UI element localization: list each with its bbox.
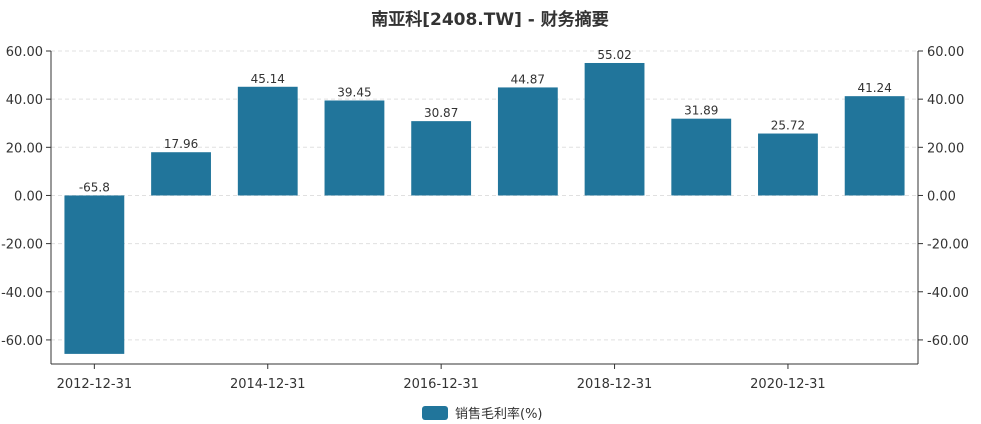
bar-value-label: 31.89 xyxy=(684,104,718,118)
bar-value-label: 17.96 xyxy=(164,137,198,151)
bar[interactable] xyxy=(497,87,558,196)
x-tick-label: 2016-12-31 xyxy=(403,377,479,392)
y-tick-label-right: 40.00 xyxy=(927,93,964,108)
y-tick-label-right: 60.00 xyxy=(927,45,964,60)
y-tick-label-right: 20.00 xyxy=(927,141,964,156)
legend-swatch[interactable] xyxy=(422,406,448,420)
y-tick-label-right: -20.00 xyxy=(927,238,969,253)
chart-title: 南亚科[2408.TW] - 财务摘要 xyxy=(371,9,609,30)
y-tick-label-left: 0.00 xyxy=(14,189,43,204)
bar-value-label: 44.87 xyxy=(511,72,545,86)
bar[interactable] xyxy=(844,96,905,196)
bars-layer: -65.8 17.96 45.14 39.45 30.87 44.87 55.02 31.89… xyxy=(64,48,905,354)
y-tick-label-right: 0.00 xyxy=(927,189,956,204)
bar-value-label: 30.87 xyxy=(424,106,458,120)
axis-layer: 60.00 60.00 40.00 40.00 20.00 20.00 0.00 0.00 -2… xyxy=(1,45,969,392)
x-tick-label: 2012-12-31 xyxy=(57,377,133,392)
bar[interactable] xyxy=(671,118,732,196)
x-tick-label: 2020-12-31 xyxy=(750,377,826,392)
bar[interactable] xyxy=(64,195,125,354)
bar[interactable] xyxy=(324,100,385,196)
bar[interactable] xyxy=(758,133,818,196)
legend[interactable]: 销售毛利率(%) xyxy=(422,406,543,422)
legend-label[interactable]: 销售毛利率(%) xyxy=(455,406,543,422)
x-tick-label: 2014-12-31 xyxy=(230,377,306,392)
y-tick-label-left: -60.00 xyxy=(1,334,43,349)
bar-value-label: 39.45 xyxy=(337,85,371,99)
bar[interactable] xyxy=(151,152,211,196)
bar-value-label: -65.8 xyxy=(79,180,110,194)
y-tick-label-left: 60.00 xyxy=(6,45,43,60)
bar-value-label: 45.14 xyxy=(251,72,285,86)
y-tick-label-right: -60.00 xyxy=(927,334,969,349)
bar[interactable] xyxy=(237,86,298,196)
x-tick-label: 2018-12-31 xyxy=(577,377,653,392)
y-tick-label-left: 20.00 xyxy=(6,141,43,156)
y-tick-label-left: 40.00 xyxy=(6,93,43,108)
y-tick-label-left: -40.00 xyxy=(1,286,43,301)
y-tick-label-right: -40.00 xyxy=(927,286,969,301)
bar-value-label: 55.02 xyxy=(597,48,631,62)
bar[interactable] xyxy=(411,121,472,196)
bar-value-label: 41.24 xyxy=(857,81,891,95)
y-tick-label-left: -20.00 xyxy=(1,238,43,253)
bar[interactable] xyxy=(584,62,645,196)
bar-value-label: 25.72 xyxy=(771,119,805,133)
